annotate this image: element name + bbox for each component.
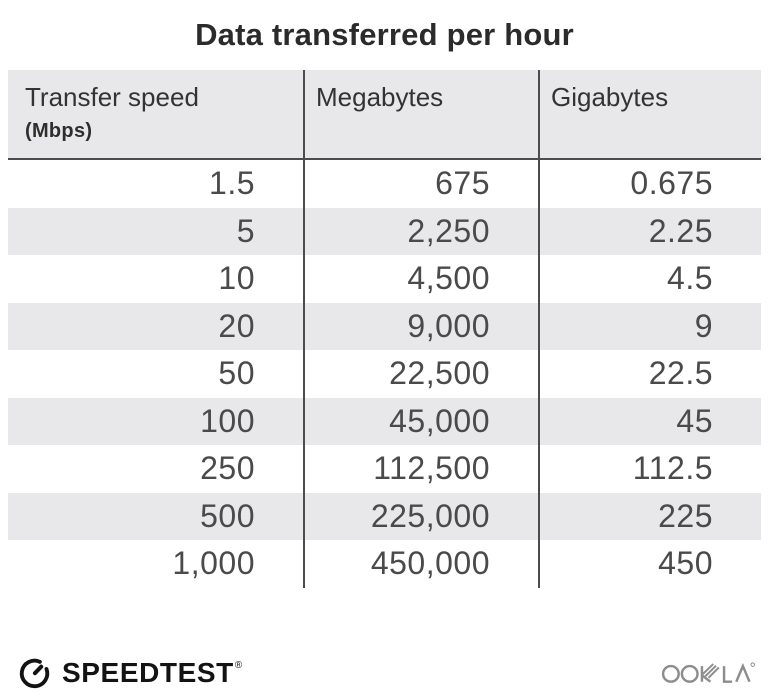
cell-speed: 20 [218, 307, 255, 344]
cell-megabytes: 112,500 [303, 445, 538, 493]
cell-gigabytes: 22.5 [538, 350, 761, 398]
data-table: Transfer speed (Mbps) Megabytes Gigabyte… [8, 70, 761, 588]
cell-speed: 5 [236, 212, 255, 249]
table-row: 250 112,500 112.5 [8, 445, 761, 493]
cell-megabytes: 45,000 [303, 397, 538, 445]
column-header-gigabytes: Gigabytes [538, 70, 761, 158]
table-row: 10 4,500 4.5 [8, 255, 761, 303]
cell-megabytes: 675 [303, 160, 538, 208]
footer: SPEEDTEST ® OOKLA [16, 649, 757, 695]
cell-megabytes: 4,500 [303, 255, 538, 303]
table-header-row: Transfer speed (Mbps) Megabytes Gigabyte… [8, 70, 761, 160]
cell-speed: 250 [200, 450, 255, 487]
page-title: Data transferred per hour [195, 17, 574, 52]
cell-gigabytes: 2.25 [538, 207, 761, 255]
cell-megabytes: 9,000 [303, 302, 538, 350]
cell-gigabytes: 9 [538, 302, 761, 350]
table-body: 1.5 675 0.675 5 2,250 2.25 10 4,500 4.5 … [8, 160, 761, 588]
cell-megabytes: 22,500 [303, 350, 538, 398]
cell-speed: 10 [218, 260, 255, 297]
table-row: 1,000 450,000 450 [8, 540, 761, 588]
table-row: 5 2,250 2.25 [8, 207, 761, 255]
speedtest-wordmark: SPEEDTEST [62, 656, 234, 688]
registered-trademark-icon: ® [234, 659, 243, 671]
cell-gigabytes: 0.675 [538, 160, 761, 208]
column-header-transfer-speed: Transfer speed (Mbps) [8, 70, 303, 158]
table-row: 50 22,500 22.5 [8, 350, 761, 398]
cell-gigabytes: 450 [538, 540, 761, 588]
column-header-transfer-speed-label: Transfer speed [25, 82, 199, 112]
column-header-transfer-speed-unit: (Mbps) [25, 120, 93, 142]
ookla-wordmark-icon [661, 662, 756, 683]
speedtest-logo: SPEEDTEST ® [16, 654, 242, 691]
cell-megabytes: 450,000 [303, 540, 538, 588]
cell-speed: 100 [200, 402, 255, 439]
cell-gigabytes: 112.5 [538, 445, 761, 493]
cell-speed: 50 [218, 355, 255, 392]
cell-speed: 1.5 [209, 165, 255, 202]
ookla-logo: OOKLA [661, 656, 757, 688]
cell-speed: 500 [200, 497, 255, 534]
cell-gigabytes: 225 [538, 492, 761, 540]
cell-megabytes: 225,000 [303, 492, 538, 540]
table-row: 500 225,000 225 [8, 492, 761, 540]
column-header-megabytes: Megabytes [303, 70, 538, 158]
table-row: 20 9,000 9 [8, 302, 761, 350]
cell-gigabytes: 45 [538, 397, 761, 445]
table-row: 100 45,000 45 [8, 397, 761, 445]
cell-gigabytes: 4.5 [538, 255, 761, 303]
cell-speed: 1,000 [172, 545, 255, 582]
table-row: 1.5 675 0.675 [8, 160, 761, 208]
speedtest-gauge-icon [19, 658, 50, 688]
cell-megabytes: 2,250 [303, 207, 538, 255]
